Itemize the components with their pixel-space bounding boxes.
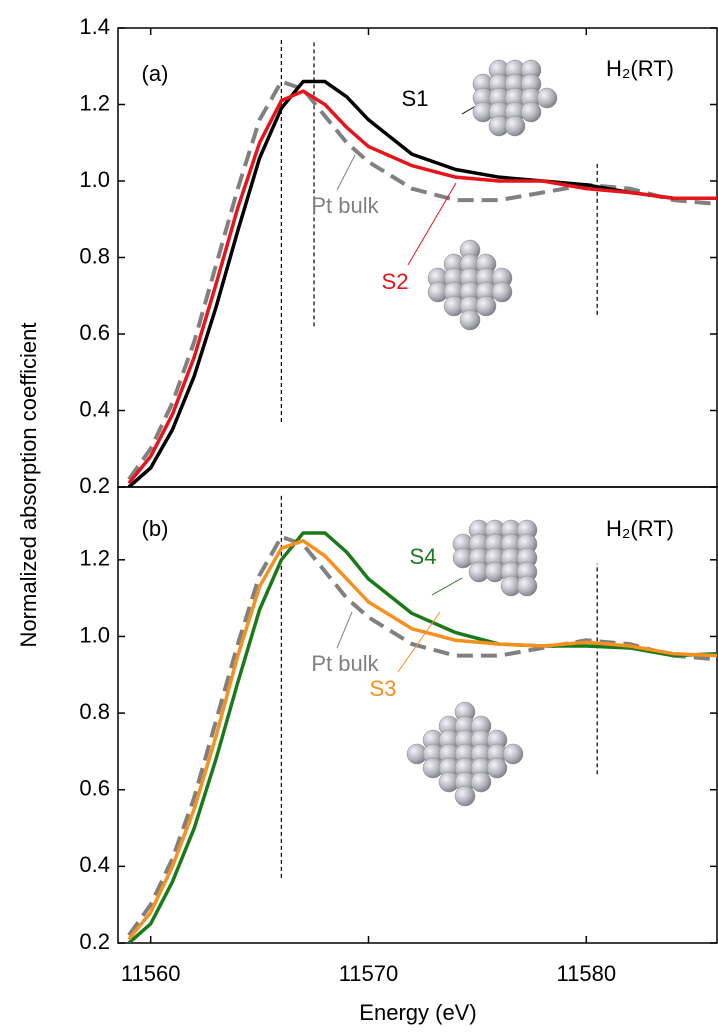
plot-frame [117,486,718,944]
y-tick-label: 1.4 [79,14,110,39]
series-label: S2 [382,269,409,294]
y-tick-label: 0.4 [79,396,110,421]
panel-label: (a) [142,61,169,86]
series-label: Pt bulk [311,193,379,218]
y-tick-label: 1.0 [79,167,110,192]
y-axis-title: Normalized absorption coefficient [16,323,41,648]
atom [502,743,524,765]
series-line [127,89,717,485]
series-label: S4 [410,544,437,569]
series-line [127,531,717,943]
x-axis-title: Energy (eV) [359,1000,476,1025]
series-label: S3 [370,676,397,701]
atom [459,309,481,331]
label-pointer [336,154,356,191]
atom [504,115,526,137]
atom [516,575,538,597]
atom [470,771,492,793]
label-pointer [397,611,441,673]
y-tick-label: 1.2 [79,90,110,115]
y-tick-label: 0.2 [79,473,110,498]
atom [520,101,542,123]
annotation: H₂(RT) [606,56,674,81]
panel-label: (b) [142,516,169,541]
y-tick-label: 0.8 [79,699,110,724]
y-tick-label: 1.0 [79,622,110,647]
annotation: H₂(RT) [606,516,674,541]
y-tick-label: 1.2 [79,546,110,571]
y-tick-label: 0.8 [79,243,110,268]
y-tick-label: 0.4 [79,852,110,877]
y-tick-label: 0.6 [79,320,110,345]
x-tick-label: 11560 [121,961,181,986]
atom [491,281,513,303]
atom [536,87,558,109]
label-pointer [431,577,463,596]
cluster-images [406,59,558,807]
label-pointer [336,611,353,649]
y-tick-label: 0.2 [79,929,110,954]
label-pointer [407,182,457,266]
series-line [127,79,717,487]
x-tick-label: 11580 [557,961,617,986]
atom [454,785,476,807]
y-tick-label: 0.6 [79,776,110,801]
atom [486,757,508,779]
atom [475,295,497,317]
series-line [127,538,717,941]
x-tick-label: 11570 [339,961,399,986]
series-label: S1 [402,86,429,111]
series-label: Pt bulk [311,651,379,676]
